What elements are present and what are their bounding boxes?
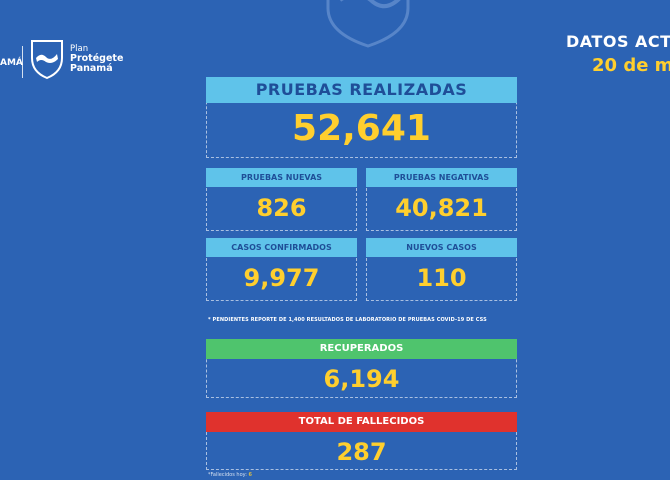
pruebas-nuevas-value: 826 — [256, 194, 307, 222]
recuperados-value: 6,194 — [323, 365, 400, 393]
shield-watermark-icon — [326, 0, 410, 48]
pruebas-negativas-value: 40,821 — [395, 194, 488, 222]
plan-label: Plan — [70, 44, 89, 54]
pruebas-nuevas-header: PRUEBAS NUEVAS — [206, 168, 357, 187]
shield-map-icon — [31, 40, 63, 80]
plan-protegete-logo: Plan Protégete Panamá — [28, 38, 123, 80]
nuevos-casos-value: 110 — [416, 264, 467, 292]
footnote-value: 6 — [248, 472, 252, 478]
recuperados-header: RECUPERADOS — [206, 339, 517, 359]
logo-divider — [22, 46, 23, 78]
fallecidos-value: 287 — [336, 438, 387, 466]
nuevos-casos-header: NUEVOS CASOS — [366, 238, 517, 257]
pruebas-negativas-header: PRUEBAS NEGATIVAS — [366, 168, 517, 187]
pruebas-realizadas-header: PRUEBAS REALIZADAS — [206, 77, 517, 103]
fallecidos-hoy-footnote: *Fallecidos hoy: 6 — [208, 472, 252, 478]
partial-logo-text: AMÁ — [0, 58, 23, 68]
protegete-label: Protégete — [70, 53, 124, 64]
pruebas-realizadas-value: 52,641 — [292, 108, 431, 149]
page-title: DATOS ACT — [566, 32, 670, 51]
page-date: 20 de m — [592, 55, 670, 76]
panama-label: Panamá — [70, 63, 113, 74]
fallecidos-header: TOTAL DE FALLECIDOS — [206, 412, 517, 432]
pending-results-note: * PENDIENTES REPORTE DE 1,400 RESULTADOS… — [208, 317, 487, 323]
casos-confirmados-header: CASOS CONFIRMADOS — [206, 238, 357, 257]
footnote-label: *Fallecidos hoy: — [208, 472, 247, 478]
casos-confirmados-value: 9,977 — [243, 264, 320, 292]
